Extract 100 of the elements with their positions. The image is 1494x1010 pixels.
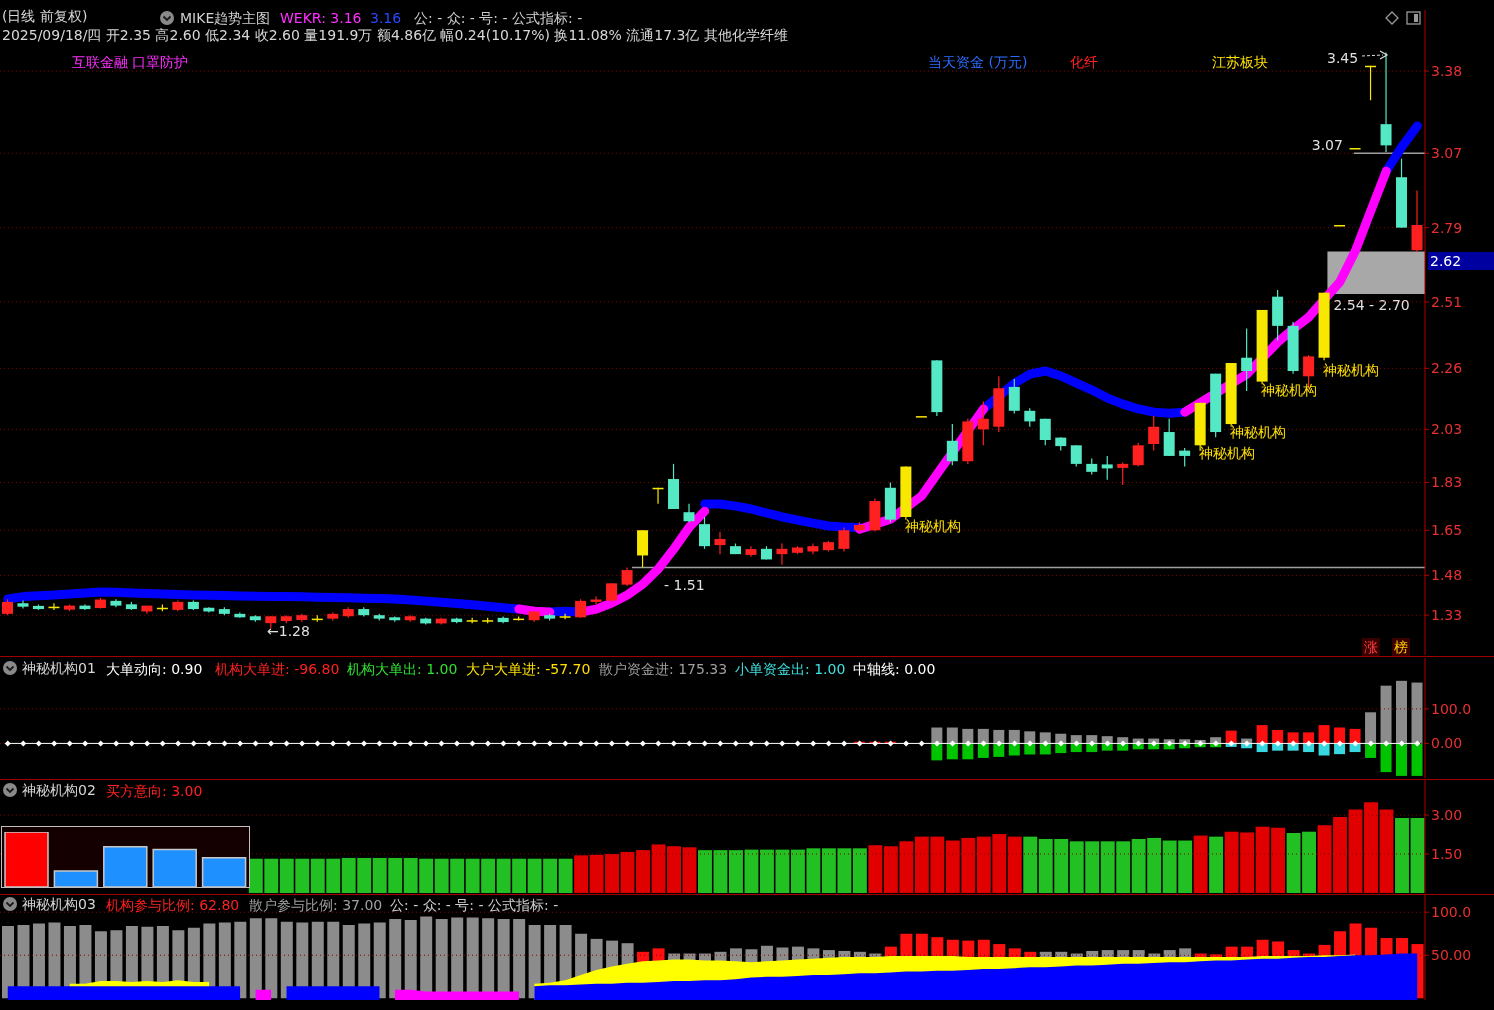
bar: [1395, 817, 1409, 893]
annotation: 小单资金出: 1.00: [735, 660, 846, 678]
bar: [234, 921, 247, 999]
annotation: 神秘机构: [1323, 361, 1379, 379]
candlestick: [683, 503, 695, 523]
candlestick: [1039, 418, 1051, 446]
annotation: 公: - 众: - 号: - 公式指标: -: [390, 896, 559, 914]
candlestick: [1148, 415, 1160, 452]
annotation: 榜: [1392, 638, 1410, 656]
annotation: 涨: [1362, 638, 1380, 656]
bar: [265, 918, 278, 999]
bar: [868, 845, 883, 893]
candlestick: [575, 598, 587, 619]
candlestick: [606, 582, 618, 603]
candlestick: [977, 400, 989, 446]
bar: [389, 919, 402, 999]
chart-title: (日线 前复权): [2, 8, 88, 26]
annotation: 公: - 众: - 号: - 公式指标: -: [414, 9, 583, 27]
annotation: 中轴线: 0.00: [853, 660, 936, 678]
annotation: ←1.28: [267, 622, 310, 640]
bar: [1023, 836, 1038, 893]
annotation: 3.45: [1327, 49, 1359, 67]
candlestick: [621, 566, 633, 587]
annotation: 买方意向: 3.00: [106, 782, 203, 800]
annotation: 散户参与比例: 37.00: [249, 896, 383, 914]
candlestick: [714, 531, 726, 555]
chart-title: 神秘机构03: [22, 896, 96, 914]
candlestick: [1008, 378, 1020, 415]
annotation: 神秘机构: [1230, 423, 1286, 441]
band-label: 2.54 - 2.70: [1333, 297, 1410, 314]
bar: [1379, 809, 1394, 893]
bar: [651, 844, 666, 893]
annotation: WEKR: 3.16: [280, 9, 362, 27]
annotation: MIKE趋势主图: [180, 9, 271, 27]
annotation: 散户资金进: 175.33: [599, 660, 728, 678]
candlestick: [1101, 455, 1113, 481]
bar: [558, 858, 573, 893]
candlestick: [699, 516, 711, 550]
y-tick-label: 1.33: [1431, 607, 1463, 624]
annotation: 3.16: [370, 9, 402, 27]
annotation: 神秘机构: [1199, 444, 1255, 462]
text: 2.62: [1428, 252, 1494, 270]
bar: [249, 918, 262, 999]
y-tick-label: 3.38: [1431, 63, 1463, 80]
bar: [2, 925, 14, 999]
bar: [1007, 836, 1022, 893]
candlestick: [1024, 407, 1036, 428]
bar: [667, 846, 681, 893]
annotation: - 1.51: [664, 576, 705, 594]
y-tick-label: 1.83: [1431, 474, 1463, 491]
candlestick: [1241, 327, 1253, 392]
bar: [713, 850, 728, 893]
annotation: 大户大单进: -57.70: [466, 660, 591, 678]
bar: [1008, 729, 1020, 744]
annotation: 神秘机构: [905, 517, 961, 535]
y-tick-label: 1.65: [1431, 522, 1463, 539]
y-tick-label: 0.00: [1431, 735, 1463, 752]
bar: [682, 847, 697, 893]
y-tick-label: 3.00: [1431, 807, 1463, 824]
y-tick-label: 100.0: [1431, 700, 1472, 717]
annotation: 互联金融 口罩防护: [72, 53, 189, 71]
y-tick-label: 2.26: [1431, 360, 1463, 377]
candlestick: [946, 423, 958, 466]
y-tick-label: 1.50: [1431, 846, 1463, 862]
bar: [280, 921, 293, 999]
candlestick: [1132, 442, 1144, 468]
bar: [1410, 817, 1425, 893]
bar: [574, 855, 589, 893]
text: 2025/09/18/四 开2.35 高2.60 低2.34 收2.60 量191.9万 额4.86亿 幅0.24(10.17%) 换11.08% 流通17.3亿 其他化学纤维: [2, 27, 788, 45]
annotation: 机构参与比例: 62.80: [106, 896, 240, 914]
chart-title: 神秘机构02: [22, 782, 96, 800]
annotation: 神秘机构: [1261, 381, 1317, 399]
candlestick: [1380, 51, 1392, 153]
y-tick-label: 1.48: [1431, 567, 1463, 584]
annotation: 机构大单出: 1.00: [347, 660, 458, 678]
candlestick: [776, 542, 788, 566]
bar: [1364, 802, 1378, 893]
ref-line-label: 3.07: [1311, 137, 1343, 154]
candlestick: [1179, 447, 1191, 468]
candlestick: [559, 613, 571, 620]
y-tick-label: 50.00: [1431, 947, 1472, 964]
y-tick-label: 2.03: [1431, 421, 1463, 438]
y-tick-label: 2.79: [1431, 219, 1463, 236]
annotation: 当天资金 (万元): [928, 53, 1028, 71]
annotation: 江苏板块: [1212, 53, 1268, 71]
bar: [373, 922, 386, 999]
bar: [513, 919, 526, 999]
bar: [698, 850, 712, 893]
y-tick-label: 3.07: [1431, 145, 1463, 162]
annotation: 大单动向: 0.90: [106, 660, 203, 678]
y-tick-label: 100.0: [1431, 904, 1472, 921]
candlestick: [1117, 461, 1129, 486]
chart-title: 神秘机构01: [22, 660, 96, 678]
annotation: 化纤: [1070, 53, 1098, 71]
bar: [1193, 835, 1208, 893]
candlestick: [1070, 444, 1082, 468]
y-tick-label: 2.51: [1431, 293, 1463, 310]
annotation: 机构大单进: -96.80: [215, 660, 340, 678]
bar: [852, 848, 867, 893]
bar: [1209, 836, 1224, 893]
